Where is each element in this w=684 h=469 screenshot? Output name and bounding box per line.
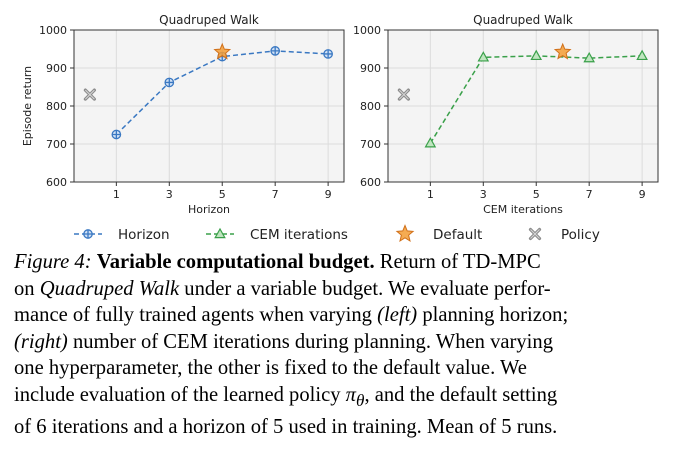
y-tick-label: 1000 <box>39 24 67 37</box>
caption-title: Variable computational budget. <box>96 251 375 273</box>
legend-label-horizon: Horizon <box>118 227 170 243</box>
caption-text: one hyperparameter, the other is fixed t… <box>14 357 527 379</box>
caption-right: (right) <box>14 330 68 353</box>
caption-text: of 6 iterations and a horizon of 5 used … <box>14 416 558 439</box>
default-star-marker <box>213 42 232 60</box>
y-tick-label: 900 <box>360 62 381 75</box>
caption-text: planning horizon; <box>422 304 569 326</box>
caption-line-3: mance of fully trained agents when varyi… <box>14 302 678 329</box>
y-tick-label: 600 <box>360 176 381 189</box>
x-tick-label: 1 <box>427 188 434 201</box>
chart-panel-horizon: 600 700 800 900 1000 1 3 5 7 9 Quadruped Walk Horiz… <box>21 13 345 216</box>
caption-line-1: Figure 4: Variable computational budget.… <box>14 249 678 276</box>
caption-line-7: of 6 iterations and a horizon of 5 used … <box>14 414 678 441</box>
chart-title: Quadruped Walk <box>159 13 259 27</box>
series-line-horizon <box>115 50 329 136</box>
caption-line-6: include evaluation of the learned policy… <box>14 382 678 415</box>
y-tick-label: 700 <box>360 138 381 151</box>
caption-text: include evaluation of the learned policy <box>14 383 341 406</box>
caption-text: Return of TD-MPC <box>379 251 541 273</box>
caption-text: on <box>14 277 35 300</box>
caption-theta: θ <box>356 390 365 410</box>
x-tick-label: 3 <box>166 188 173 201</box>
data-point-horizon-cross <box>270 46 280 56</box>
caption-line-4: (right) number of CEM iterations during … <box>14 329 678 356</box>
x-tick-label: 9 <box>639 188 646 201</box>
caption-line-5: one hyperparameter, the other is fixed t… <box>14 355 678 382</box>
caption-text: mance of fully trained agents when varyi… <box>14 304 372 326</box>
x-axis-label: CEM iterations <box>483 203 563 216</box>
data-point-horizon-cross <box>112 130 121 139</box>
y-tick-label: 600 <box>46 176 67 189</box>
y-axis-label: Episode return <box>21 66 34 146</box>
legend-label-default: Default <box>433 227 482 243</box>
data-point-cem <box>636 49 648 61</box>
x-tick-label: 3 <box>480 188 487 201</box>
x-tick-label: 1 <box>113 188 120 201</box>
legend-marker-cem <box>214 227 226 239</box>
caption-left: (left) <box>377 304 418 326</box>
caption-text: , and the default setting <box>364 383 558 406</box>
y-tick-label: 1000 <box>353 24 381 37</box>
figure-panels: 600 700 800 900 1000 1 3 5 7 9 Quadruped Walk Horiz… <box>21 13 659 243</box>
data-point-horizon-cross <box>165 78 174 87</box>
caption-line-2: on Quadruped Walk under a variable budge… <box>14 276 678 303</box>
y-tick-label: 900 <box>46 62 67 75</box>
x-tick-label: 9 <box>325 188 332 201</box>
caption-pi: π <box>345 383 356 406</box>
legend-label-policy: Policy <box>561 227 600 243</box>
legend-marker-default <box>395 224 415 242</box>
figure-caption: Figure 4: Variable computational budget.… <box>14 249 678 441</box>
data-point-cem <box>583 51 595 63</box>
legend-label-cem: CEM iterations <box>250 227 348 243</box>
caption-text: under a variable budget. We evaluate per… <box>184 277 551 300</box>
policy-marker-inner <box>85 89 95 100</box>
data-point-cem <box>424 137 437 148</box>
x-tick-label: 5 <box>533 188 540 201</box>
legend-marker-horizon-cross <box>83 229 93 239</box>
data-point-cem <box>477 51 490 62</box>
y-tick-label: 700 <box>46 138 67 151</box>
x-tick-label: 7 <box>586 188 593 201</box>
chart-title: Quadruped Walk <box>473 13 573 27</box>
caption-text: number of CEM iterations during planning… <box>72 330 553 353</box>
legend: Horizon CEM iterations Default Policy <box>74 224 600 243</box>
y-tick-label: 800 <box>360 100 381 113</box>
x-tick-label: 7 <box>272 188 279 201</box>
chart-panel-cem: 600 700 800 900 1000 1 3 5 7 9 Quadruped Walk CEM i… <box>353 13 659 216</box>
x-axis-label: Horizon <box>188 203 230 216</box>
policy-marker-inner <box>399 89 409 100</box>
x-tick-label: 5 <box>219 188 226 201</box>
default-star-marker <box>553 42 572 60</box>
caption-figure-label: Figure 4: <box>14 251 92 273</box>
y-tick-label: 800 <box>46 100 67 113</box>
data-point-horizon-cross <box>323 49 333 59</box>
caption-task-name: Quadruped Walk <box>39 277 180 300</box>
legend-marker-policy-inner <box>530 229 540 239</box>
data-point-cem <box>530 49 543 61</box>
